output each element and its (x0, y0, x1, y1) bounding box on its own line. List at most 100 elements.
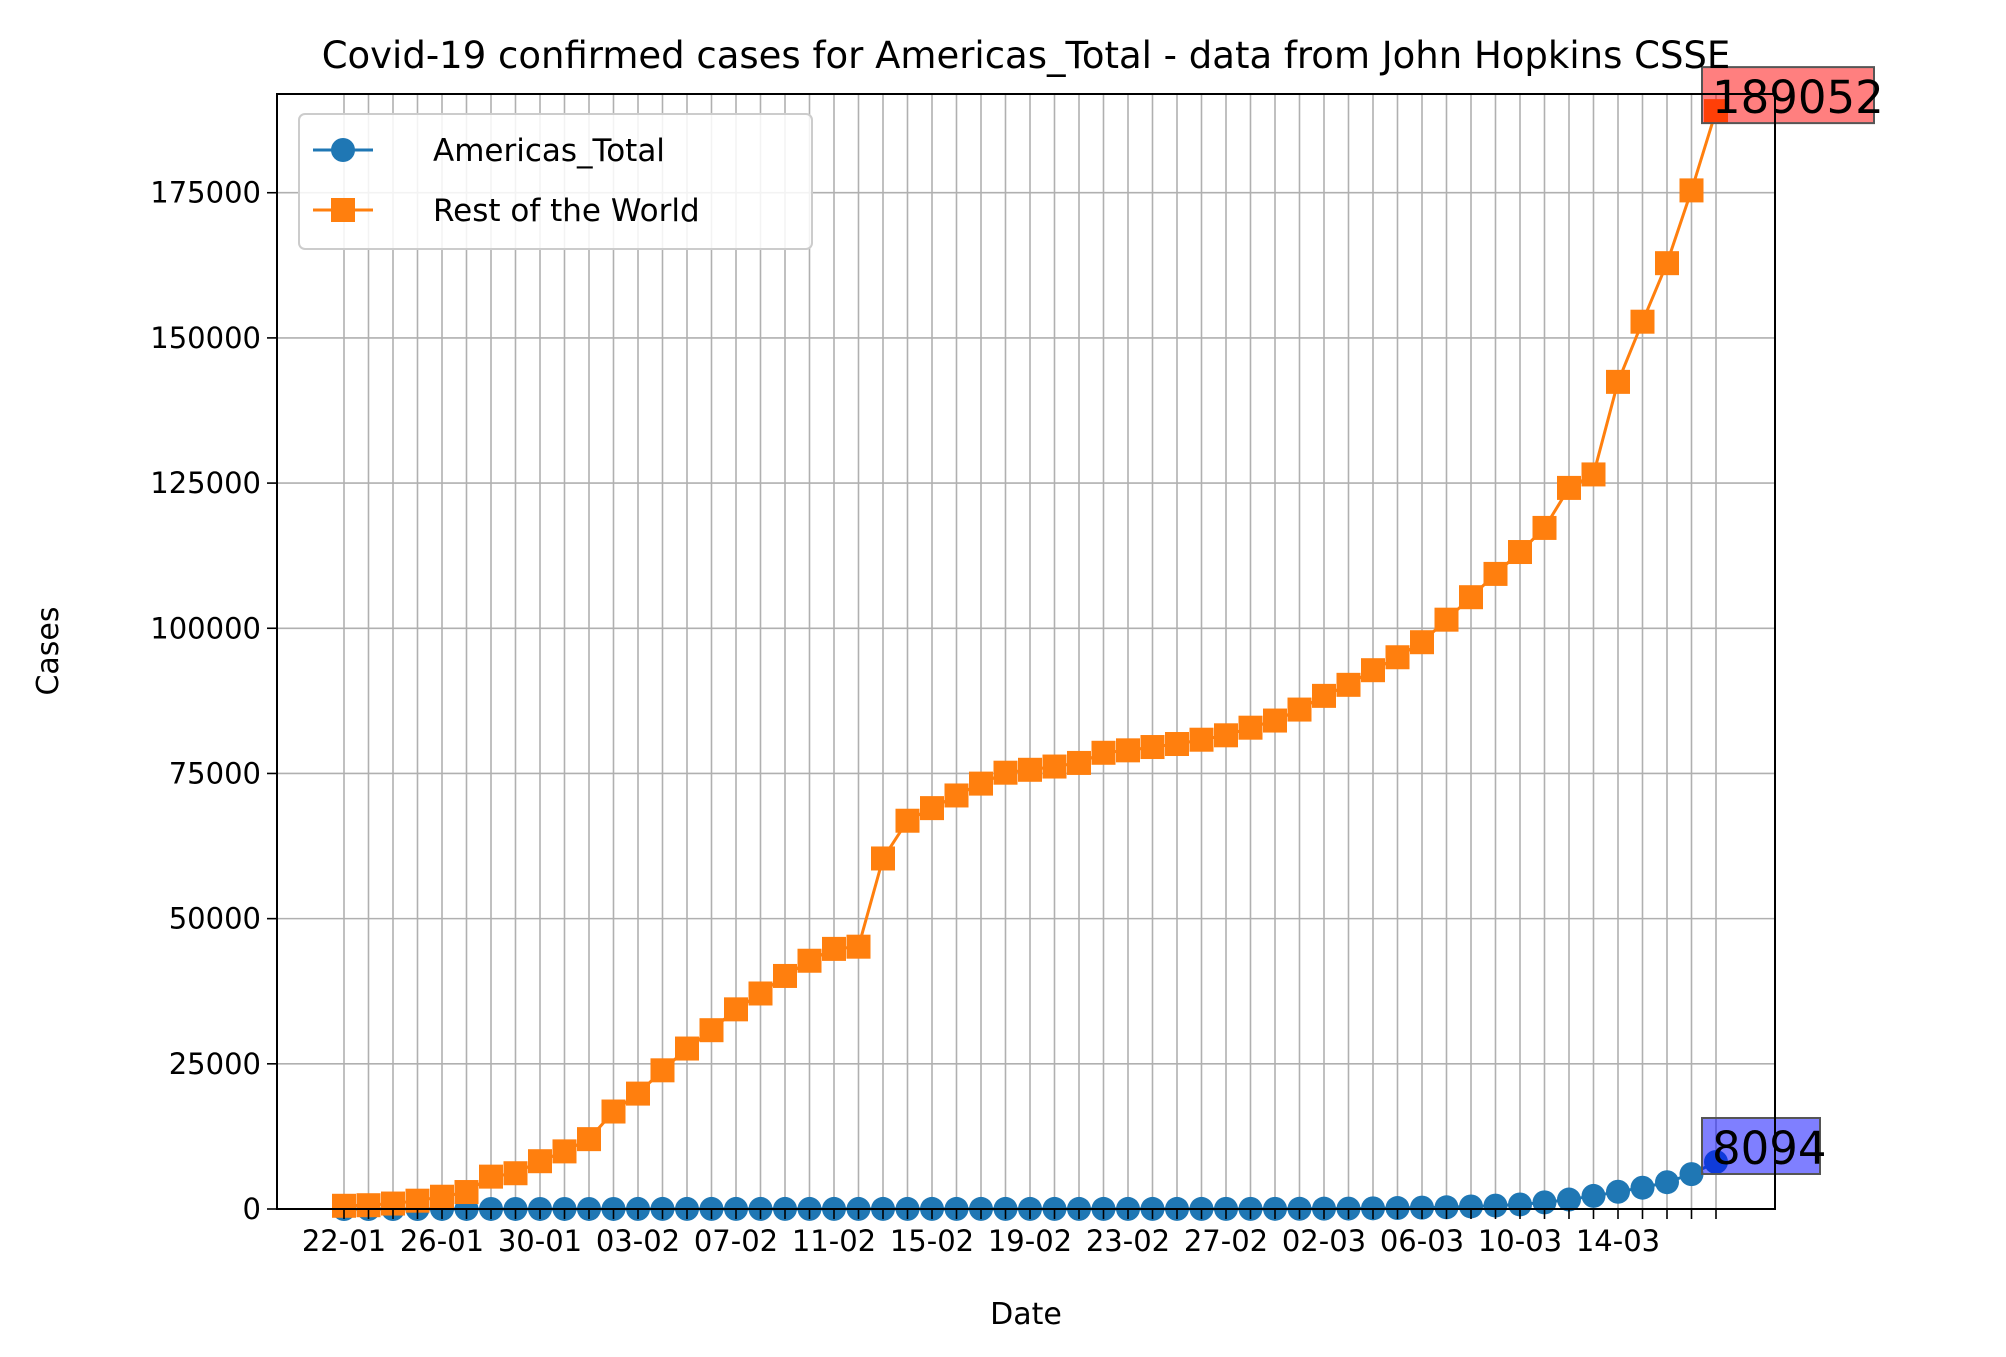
data-point (454, 1180, 479, 1205)
data-point (430, 1184, 454, 1209)
legend-box (298, 113, 813, 250)
data-point (871, 846, 895, 871)
y-axis-label: Cases (31, 606, 66, 695)
data-point (1557, 1187, 1581, 1212)
data-point (1165, 732, 1189, 757)
data-point (1679, 178, 1704, 203)
data-point (969, 771, 993, 796)
data-point (724, 997, 748, 1022)
data-point (1091, 740, 1116, 765)
data-point (1581, 462, 1606, 487)
legend-marker (331, 198, 355, 222)
data-point (1630, 309, 1655, 334)
data-point (1508, 540, 1532, 565)
x-tick-label: 27-02 (1184, 1224, 1268, 1258)
data-point (773, 963, 797, 988)
x-tick-label: 22-01 (302, 1224, 386, 1258)
data-point (1434, 1195, 1459, 1220)
chart-title: Covid-19 confirmed cases for Americas_To… (322, 34, 1731, 77)
legend-marker (331, 138, 355, 162)
data-point (1606, 1179, 1630, 1204)
y-tick-label: 175000 (150, 176, 261, 210)
data-point (601, 1099, 626, 1124)
data-point (846, 934, 871, 959)
data-point (626, 1081, 650, 1106)
data-point (577, 1127, 601, 1152)
x-tick-label: 26-01 (400, 1224, 484, 1258)
data-point (1263, 708, 1287, 733)
annotation-label: 8094 (1712, 1122, 1827, 1175)
data-point (748, 981, 773, 1006)
annotations: 189052 8094 (1701, 66, 1884, 1175)
y-tick-label: 100000 (150, 611, 261, 645)
data-point (1508, 1192, 1532, 1217)
annotation-label: 189052 (1712, 71, 1884, 124)
y-tick-label: 50000 (169, 902, 261, 936)
annotation-box (1701, 1116, 1821, 1175)
data-point (1532, 515, 1557, 540)
data-point (1630, 1175, 1655, 1200)
legend: Americas_Total Rest of the World (298, 113, 813, 250)
x-tick-label: 15-02 (890, 1224, 974, 1258)
data-point (1483, 1193, 1508, 1218)
data-point (1214, 723, 1238, 748)
data-point (528, 1149, 552, 1174)
data-point (1287, 697, 1312, 722)
y-tick-label: 25000 (169, 1047, 261, 1081)
annotation-box (1701, 66, 1875, 125)
data-point (552, 1139, 577, 1164)
x-tick-label: 14-03 (1576, 1224, 1660, 1258)
data-point (1459, 1194, 1483, 1219)
data-point (479, 1164, 503, 1189)
x-tick-label: 30-01 (498, 1224, 582, 1258)
data-point (993, 760, 1018, 785)
plot-frame (276, 93, 1776, 1210)
y-tick-label: 0 (243, 1192, 261, 1226)
data-point (503, 1161, 528, 1186)
x-tick-label: 19-02 (988, 1224, 1072, 1258)
data-point (1018, 757, 1042, 782)
data-point (944, 783, 969, 808)
data-point (1140, 735, 1165, 760)
data-point (1459, 585, 1483, 610)
data-point (895, 808, 920, 833)
x-tick-label: 07-02 (694, 1224, 778, 1258)
data-point (1067, 750, 1091, 775)
data-point (1434, 607, 1459, 632)
x-tick-label: 02-03 (1282, 1224, 1366, 1258)
data-point (1655, 1170, 1679, 1195)
data-point (1655, 251, 1679, 276)
x-tick-label: 23-02 (1086, 1224, 1170, 1258)
data-point (1336, 672, 1361, 697)
data-point (699, 1018, 724, 1043)
x-axis-ticks: 22-01 26-01 30-01 03-02 07-02 11-02 15-02 19-02… (302, 1209, 1717, 1258)
data-point (1116, 738, 1140, 763)
data-point (1410, 630, 1434, 655)
legend-label: Americas_Total (433, 133, 665, 169)
x-tick-label: 06-03 (1380, 1224, 1464, 1258)
x-tick-label: 10-03 (1478, 1224, 1562, 1258)
x-tick-label: 03-02 (596, 1224, 680, 1258)
series-rest-of-the-world (332, 99, 1728, 1218)
data-point (650, 1058, 675, 1083)
y-tick-label: 75000 (169, 756, 261, 790)
data-point (1042, 754, 1067, 779)
data-point (1606, 369, 1630, 394)
y-tick-label: 125000 (150, 466, 261, 500)
plot-area (277, 94, 1775, 1209)
legend-label: Rest of the World (433, 193, 700, 229)
data-point (1238, 715, 1263, 740)
x-axis-label: Date (990, 1297, 1062, 1332)
x-tick-label: 11-02 (792, 1224, 876, 1258)
data-point (1483, 561, 1508, 586)
data-point (797, 948, 822, 973)
y-tick-label: 150000 (150, 321, 261, 355)
data-point (1385, 645, 1410, 670)
data-point (1557, 475, 1581, 500)
data-point (1410, 1195, 1434, 1220)
data-point (1581, 1183, 1606, 1208)
data-point (822, 936, 846, 961)
data-point (920, 796, 944, 821)
